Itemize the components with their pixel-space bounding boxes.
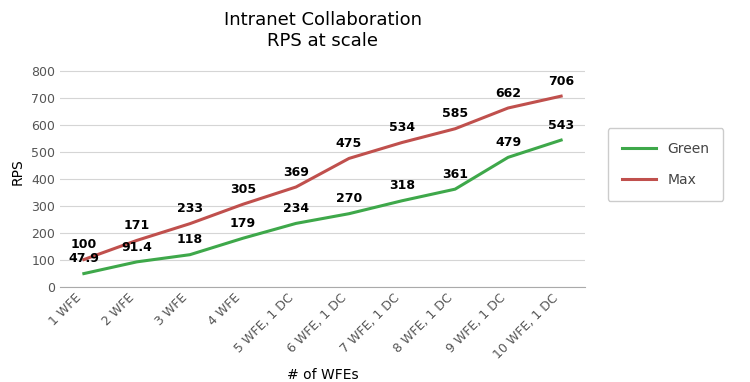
Max [451, 126, 460, 131]
Max [398, 140, 406, 145]
Text: 171: 171 [124, 219, 150, 232]
Green [185, 253, 194, 257]
Text: 179: 179 [230, 217, 256, 230]
Text: 662: 662 [495, 87, 521, 100]
Legend: Green, Max: Green, Max [608, 128, 723, 201]
Max [185, 222, 194, 226]
Max [503, 106, 512, 110]
Line: Max: Max [84, 96, 561, 259]
Text: 479: 479 [495, 136, 521, 149]
Text: 585: 585 [442, 107, 468, 120]
Text: 706: 706 [548, 75, 574, 88]
Green [133, 259, 142, 264]
Max [344, 156, 353, 161]
Max [556, 94, 566, 99]
Text: 233: 233 [177, 202, 203, 215]
Text: 475: 475 [336, 137, 362, 150]
Green [451, 187, 460, 191]
Green [80, 271, 88, 276]
Text: 91.4: 91.4 [122, 241, 152, 254]
Title: Intranet Collaboration
RPS at scale: Intranet Collaboration RPS at scale [224, 11, 422, 50]
Green [503, 155, 512, 160]
Text: 534: 534 [389, 121, 415, 134]
Green [398, 199, 406, 203]
Max [238, 202, 248, 207]
Text: 234: 234 [283, 202, 309, 215]
Text: 100: 100 [70, 238, 97, 251]
Max [80, 257, 88, 262]
Text: 318: 318 [389, 180, 415, 193]
Max [133, 238, 142, 243]
Green [238, 236, 248, 241]
Green [292, 221, 301, 226]
Text: 305: 305 [230, 183, 256, 196]
Text: 361: 361 [442, 168, 468, 181]
Green [344, 211, 353, 216]
Text: 543: 543 [548, 119, 574, 132]
Y-axis label: RPS: RPS [10, 159, 24, 185]
Max [292, 185, 301, 189]
Text: 369: 369 [283, 166, 309, 179]
Text: 270: 270 [336, 193, 362, 206]
Text: 118: 118 [177, 233, 203, 246]
Green [556, 138, 566, 142]
Text: 47.9: 47.9 [68, 252, 99, 265]
Line: Green: Green [84, 140, 561, 274]
X-axis label: # of WFEs: # of WFEs [286, 368, 358, 382]
